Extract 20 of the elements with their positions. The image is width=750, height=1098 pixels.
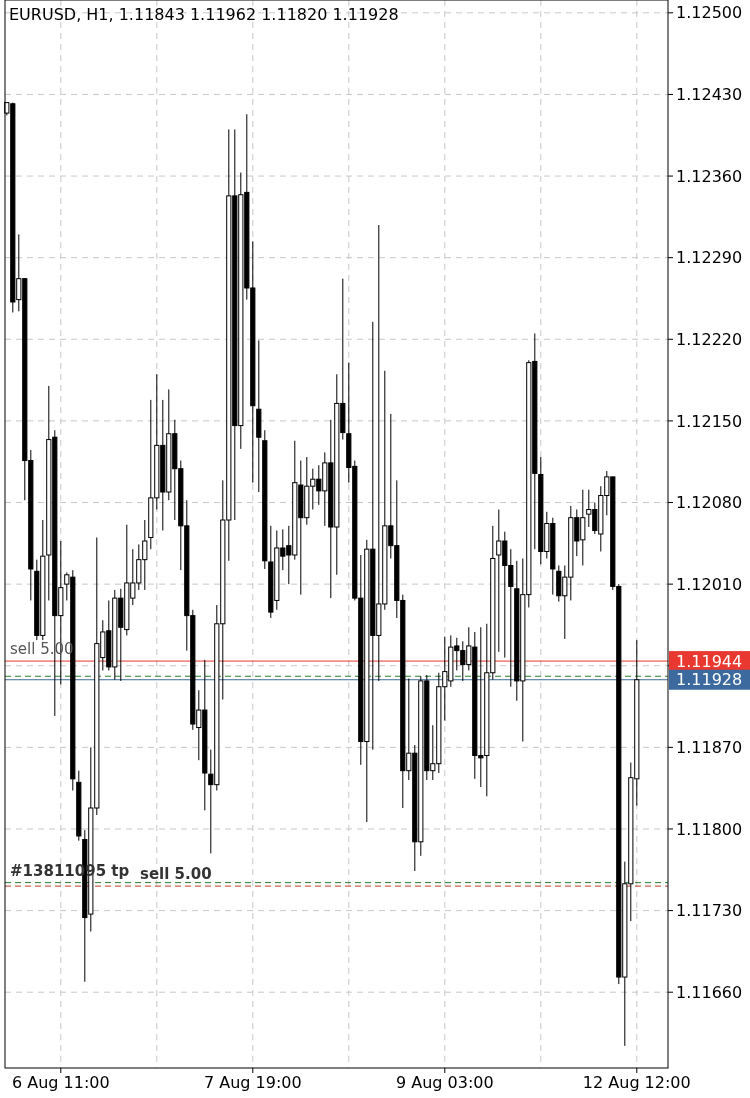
y-tick-label: 1.12150 <box>676 411 743 431</box>
y-tick-label: 1.12360 <box>676 166 743 186</box>
x-tick-label: 12 Aug 12:00 <box>582 1073 691 1092</box>
x-tick-label: 9 Aug 03:00 <box>395 1073 494 1092</box>
y-tick-label: 1.12500 <box>676 3 743 23</box>
y-tick-label: 1.12220 <box>676 329 743 349</box>
text: 1.11944 <box>676 651 743 671</box>
y-tick-label: 1.12430 <box>676 85 743 105</box>
y-tick-label: 1.11870 <box>676 737 743 757</box>
x-tick-label: 6 Aug 11:00 <box>11 1073 110 1092</box>
y-tick-label: 1.12290 <box>676 248 743 268</box>
ref-line-label: sell 5.00 <box>140 865 212 884</box>
text: 1.11928 <box>676 670 743 690</box>
y-tick-label: 1.12010 <box>676 574 743 594</box>
y-tick-label: 1.11800 <box>676 819 743 839</box>
y-tick-label: 1.11660 <box>676 982 743 1002</box>
chart-title: EURUSD, H1, 1.11843 1.11962 1.11820 1.11928 <box>9 5 399 24</box>
x-tick-label: 7 Aug 19:00 <box>203 1073 302 1092</box>
y-tick-label: 1.11730 <box>676 901 743 921</box>
y-tick-label: 1.12080 <box>676 493 743 513</box>
